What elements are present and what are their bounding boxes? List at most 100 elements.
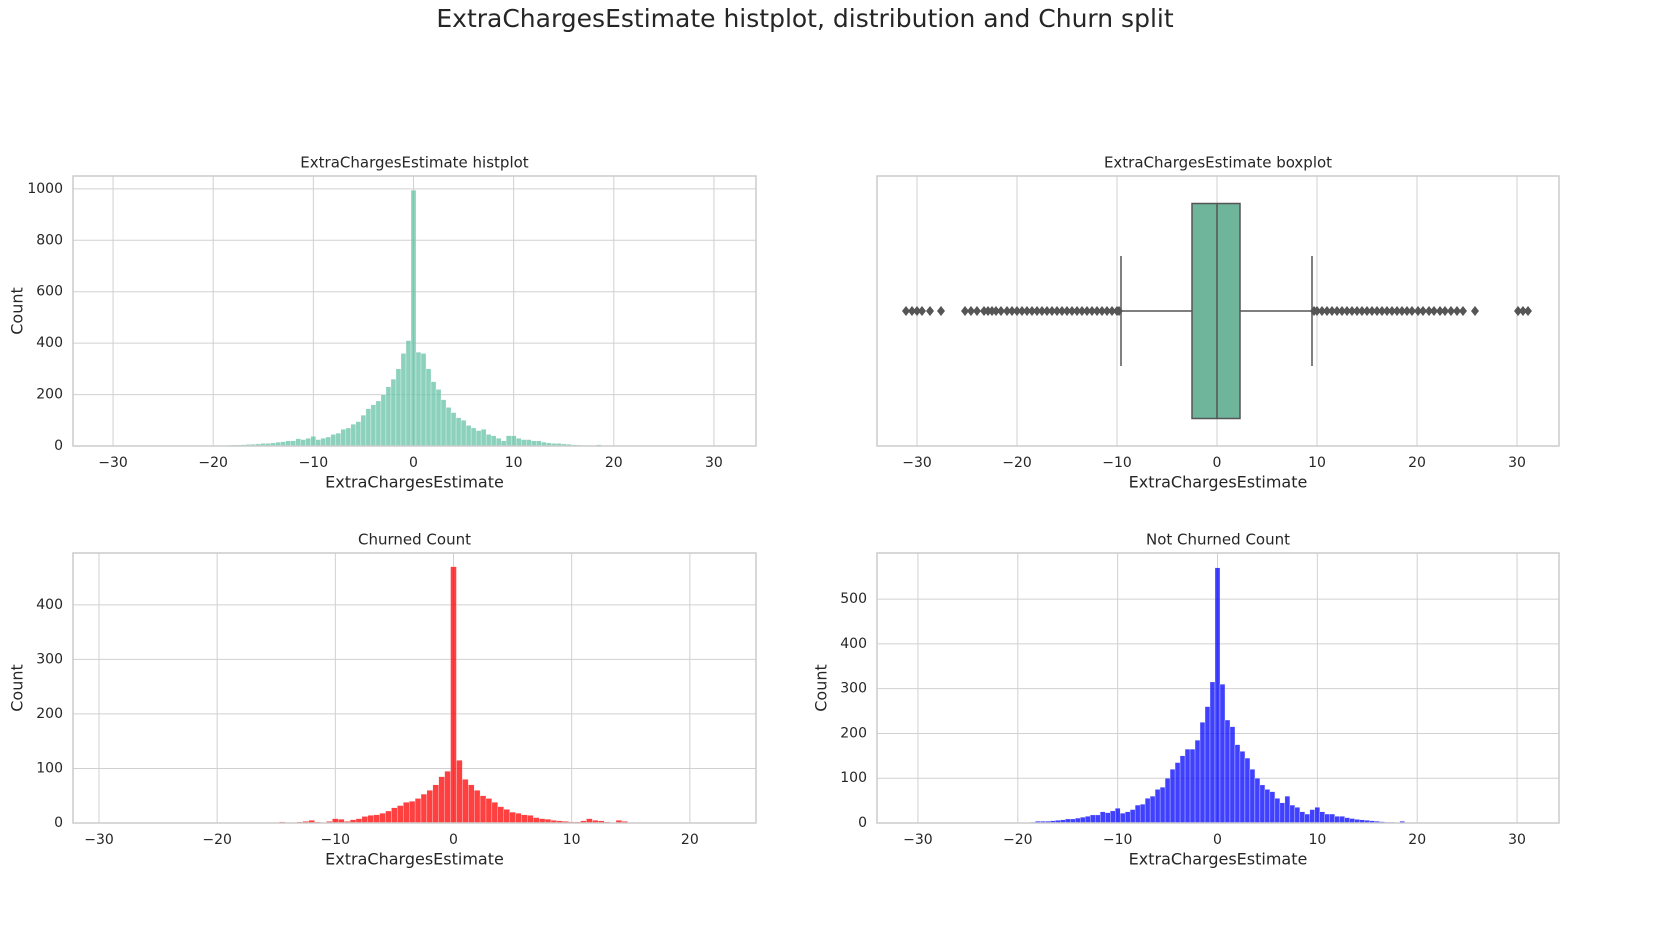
histogram-bar	[1139, 804, 1146, 824]
x-tick-label: 0	[1213, 455, 1222, 471]
outlier	[1378, 306, 1386, 316]
histogram-bar	[490, 435, 497, 447]
outlier	[1038, 306, 1046, 316]
outlier	[1338, 306, 1346, 316]
histogram-bar	[1289, 804, 1296, 824]
histogram-bar	[385, 810, 392, 824]
x-tick-label: −30	[903, 832, 933, 848]
histogram-bar	[1100, 811, 1106, 824]
histogram-bar	[290, 440, 296, 447]
histogram-bar	[462, 779, 469, 824]
histogram-bar	[1080, 817, 1086, 824]
y-tick-label: 0	[858, 815, 867, 831]
histogram-bar	[1234, 744, 1241, 824]
x-tick-label: −30	[98, 455, 128, 471]
histogram-bar	[1119, 812, 1126, 824]
histogram-bar	[440, 399, 447, 447]
outlier	[1053, 306, 1061, 316]
histogram-bar	[432, 784, 439, 824]
x-tick-label: 10	[563, 832, 581, 848]
histogram-bar	[1239, 751, 1246, 824]
outlier	[1018, 306, 1026, 316]
outlier	[1403, 306, 1411, 316]
outlier	[961, 306, 969, 316]
outlier	[1441, 306, 1449, 316]
y-tick-label: 300	[840, 681, 867, 697]
histogram-bar	[1334, 816, 1340, 824]
histogram-bar	[315, 439, 322, 447]
histogram-bar	[397, 805, 404, 824]
histogram-bar	[1110, 810, 1116, 824]
outlier	[1447, 306, 1455, 316]
histogram-bar	[1179, 755, 1186, 824]
histogram-bar	[474, 790, 481, 824]
x-axis-label: ExtraChargesEstimate	[1129, 473, 1308, 492]
histogram-bar	[468, 784, 475, 824]
x-tick-label: 10	[1308, 455, 1326, 471]
histogram-bar	[435, 389, 442, 447]
y-tick-label: 0	[54, 438, 63, 454]
outlier	[1043, 306, 1051, 316]
outlier	[1323, 306, 1331, 316]
outlier	[1318, 306, 1326, 316]
outlier	[1058, 306, 1066, 316]
y-tick-label: 200	[840, 725, 867, 741]
histogram-bar	[300, 439, 306, 447]
y-tick-label: 1000	[27, 181, 63, 197]
histogram-bar	[426, 790, 433, 824]
x-tick-label: 10	[1308, 832, 1326, 848]
histogram-bar	[1174, 762, 1181, 824]
x-tick-label: −10	[299, 455, 329, 471]
outlier	[1524, 306, 1532, 316]
histogram-bar	[485, 434, 492, 447]
x-axis-label: ExtraChargesEstimate	[1129, 850, 1308, 869]
x-tick-label: −20	[1003, 832, 1033, 848]
histogram-bar	[1214, 567, 1221, 824]
y-tick-label: 400	[840, 636, 867, 652]
outlier	[1343, 306, 1351, 316]
histogram-bar	[414, 798, 422, 824]
histogram-bar	[1199, 722, 1206, 824]
outlier	[1048, 306, 1056, 316]
x-axis-label: ExtraChargesEstimate	[325, 850, 504, 869]
histogram-bar	[1224, 719, 1231, 824]
histogram-bar	[521, 439, 527, 447]
outlier	[1519, 306, 1527, 316]
outlier	[1388, 306, 1396, 316]
histogram-bar	[295, 438, 301, 447]
histogram-bar	[480, 429, 487, 447]
histogram-bar	[510, 435, 517, 447]
y-axis-label: Count	[8, 287, 27, 335]
outlier	[1430, 306, 1438, 316]
histogram-bar	[1344, 817, 1350, 824]
panel-title: Churned Count	[358, 531, 471, 549]
histogram-bar	[1299, 811, 1306, 824]
histogram-bar	[1339, 816, 1345, 824]
histogram-bar	[1189, 748, 1196, 824]
outlier	[1003, 306, 1011, 316]
outlier	[1313, 306, 1321, 316]
histogram-bar	[330, 434, 337, 447]
histogram-bar	[515, 813, 522, 824]
histogram-bar	[1169, 769, 1176, 824]
histogram-bar	[355, 421, 362, 447]
histogram-bar	[1090, 814, 1096, 824]
outlier	[1028, 306, 1036, 316]
outlier	[973, 306, 981, 316]
histogram-bar	[345, 427, 352, 447]
histogram-bar	[1159, 787, 1166, 824]
y-tick-label: 200	[36, 706, 63, 722]
histogram-bar	[420, 793, 428, 824]
x-tick-label: 0	[449, 832, 458, 848]
histogram-bar	[1085, 816, 1091, 824]
y-tick-label: 100	[840, 770, 867, 786]
outlier	[1093, 306, 1101, 316]
histogram-bar	[1105, 812, 1111, 824]
histogram-bar	[1124, 811, 1131, 824]
x-tick-label: 30	[705, 455, 723, 471]
histogram-bar	[320, 438, 327, 447]
histogram-bar	[403, 802, 410, 824]
histogram-bar	[370, 404, 377, 447]
histogram-bar	[1329, 813, 1335, 824]
